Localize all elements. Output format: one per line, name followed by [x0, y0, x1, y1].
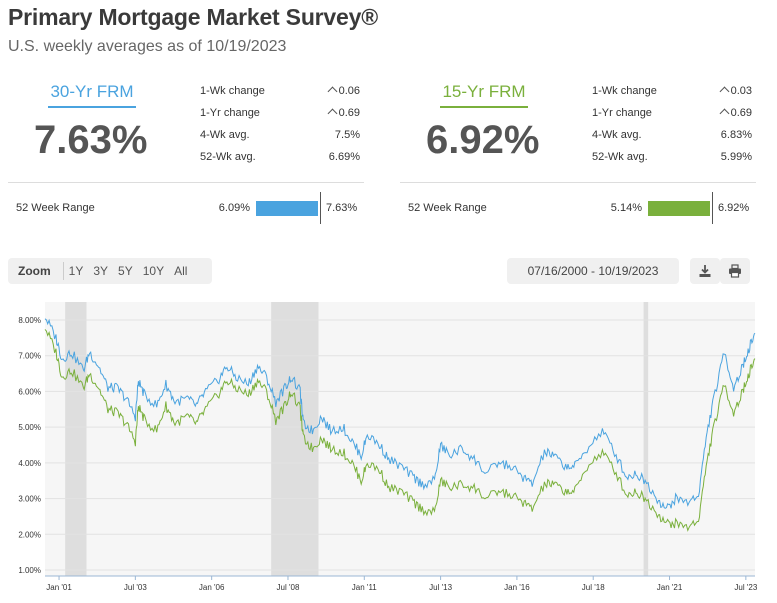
- zoom-1y-button[interactable]: 1Y: [68, 264, 84, 278]
- zoom-5y-button[interactable]: 5Y: [118, 264, 133, 278]
- range-marker: [320, 192, 321, 224]
- x-tick-label: Jul '23: [734, 583, 757, 592]
- x-tick-label: Jan '21: [657, 583, 683, 592]
- zoom-10y-button[interactable]: 10Y: [142, 264, 165, 278]
- x-tick-label: Jul '08: [277, 583, 300, 592]
- stat-row: 1-Wk change 0.03: [592, 82, 752, 104]
- divider: [8, 182, 364, 183]
- x-tick-label: Jan '06: [199, 583, 225, 592]
- recession-band: [271, 302, 319, 576]
- download-button[interactable]: [690, 258, 720, 284]
- stat-row: 52-Wk avg. 5.99%: [592, 148, 752, 170]
- x-tick-label: Jul '03: [124, 583, 147, 592]
- print-button[interactable]: [720, 258, 750, 284]
- stat-label: 52-Wk avg.: [592, 151, 648, 163]
- recession-band: [643, 302, 649, 576]
- stat-value: 0.69: [719, 104, 752, 126]
- stat-row: 52-Wk avg. 6.69%: [200, 148, 360, 170]
- stat-value: 0.06: [327, 82, 360, 104]
- stat-value: 6.69%: [328, 151, 360, 163]
- arrow-up-icon: [327, 86, 338, 97]
- range-marker: [712, 192, 713, 224]
- range-high: 6.92%: [718, 202, 750, 214]
- stat-label: 1-Wk change: [592, 85, 657, 97]
- mortgage-rate-chart: 1.00% 2.00% 3.00% 4.00% 5.00% 6.00% 7.00% 8.00%…: [18, 302, 758, 592]
- range-label: 52 Week Range: [16, 202, 95, 214]
- range-low: 6.09%: [218, 202, 250, 214]
- rate-name[interactable]: 30-Yr FRM: [48, 82, 136, 108]
- rate-card-30yr: 30-Yr FRM 7.63% 1-Wk change 0.06 1-Yr ch…: [8, 80, 364, 230]
- series-line-30yr: [44, 318, 756, 509]
- stat-value: 6.83%: [720, 129, 752, 141]
- stat-row: 4-Wk avg. 7.5%: [200, 126, 360, 148]
- stat-label: 4-Wk avg.: [200, 129, 250, 141]
- recession-band: [65, 302, 87, 576]
- range-bar: [648, 201, 710, 216]
- y-tick-label: 8.00%: [18, 316, 41, 325]
- zoom-toolbar: Zoom 1Y 3Y 5Y 10Y All: [8, 258, 212, 284]
- stat-label: 4-Wk avg.: [592, 129, 642, 141]
- rate-name[interactable]: 15-Yr FRM: [440, 82, 528, 108]
- rate-stats: 1-Wk change 0.06 1-Yr change 0.69 4-Wk a…: [200, 82, 360, 170]
- page-title: Primary Mortgage Market Survey®: [8, 4, 378, 30]
- x-tick-label: Jul '13: [429, 583, 452, 592]
- series-line-15yr: [44, 329, 756, 532]
- date-range-input[interactable]: 07/16/2000 - 10/19/2023: [507, 258, 679, 284]
- stat-label: 1-Wk change: [200, 85, 265, 97]
- stat-row: 1-Wk change 0.06: [200, 82, 360, 104]
- download-icon: [699, 265, 711, 277]
- rate-value: 7.63%: [34, 118, 148, 162]
- range-high: 7.63%: [326, 202, 358, 214]
- stat-row: 1-Yr change 0.69: [200, 104, 360, 126]
- y-tick-label: 6.00%: [18, 387, 41, 396]
- zoom-3y-button[interactable]: 3Y: [93, 264, 109, 278]
- x-tick-label: Jan '01: [46, 583, 72, 592]
- stat-value: 0.03: [719, 82, 752, 104]
- rate-value: 6.92%: [426, 118, 540, 162]
- stat-value: 7.5%: [334, 129, 360, 141]
- rate-card-15yr: 15-Yr FRM 6.92% 1-Wk change 0.03 1-Yr ch…: [400, 80, 756, 230]
- y-tick-label: 4.00%: [18, 459, 41, 468]
- y-tick-label: 7.00%: [18, 352, 41, 361]
- x-tick-label: Jul '18: [582, 583, 605, 592]
- y-tick-label: 2.00%: [18, 530, 41, 539]
- page-subtitle: U.S. weekly averages as of 10/19/2023: [8, 38, 287, 55]
- y-tick-label: 1.00%: [18, 566, 41, 575]
- range-bar: [256, 201, 318, 216]
- stat-value: 0.69: [327, 104, 360, 126]
- arrow-up-icon: [719, 108, 730, 119]
- stat-row: 4-Wk avg. 6.83%: [592, 126, 752, 148]
- zoom-all-button[interactable]: All: [174, 264, 188, 278]
- rate-stats: 1-Wk change 0.03 1-Yr change 0.69 4-Wk a…: [592, 82, 752, 170]
- y-tick-label: 5.00%: [18, 423, 41, 432]
- y-tick-label: 3.00%: [18, 495, 41, 504]
- arrow-up-icon: [719, 86, 730, 97]
- stat-label: 52-Wk avg.: [200, 151, 256, 163]
- stat-value: 5.99%: [720, 151, 752, 163]
- plot-background: [45, 302, 755, 576]
- x-tick-label: Jan '11: [352, 583, 378, 592]
- stat-row: 1-Yr change 0.69: [592, 104, 752, 126]
- range-label: 52 Week Range: [408, 202, 487, 214]
- stat-label: 1-Yr change: [592, 107, 652, 119]
- arrow-up-icon: [327, 108, 338, 119]
- zoom-label: Zoom: [8, 262, 64, 280]
- divider: [400, 182, 756, 183]
- range-low: 5.14%: [610, 202, 642, 214]
- print-icon: [729, 264, 741, 278]
- stat-label: 1-Yr change: [200, 107, 260, 119]
- x-tick-label: Jan '16: [504, 583, 530, 592]
